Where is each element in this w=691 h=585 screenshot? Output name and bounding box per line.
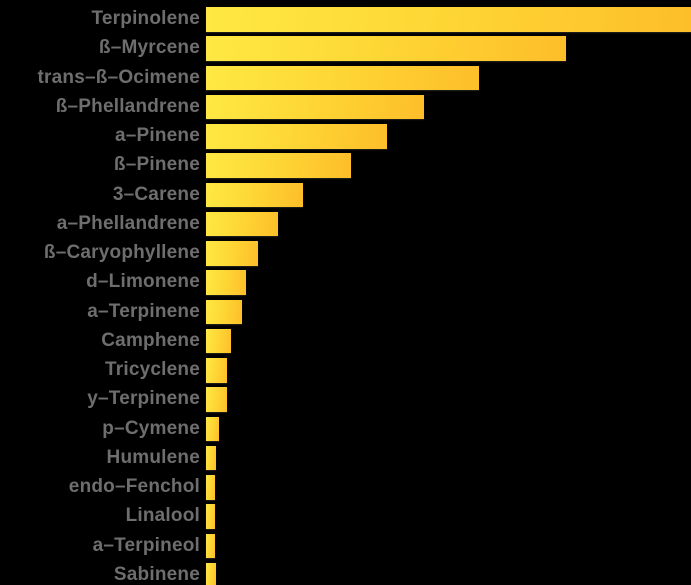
- bar-label: Camphene: [101, 329, 200, 351]
- bar: [206, 475, 215, 500]
- chart-row: d–Limonene: [0, 270, 691, 299]
- bar: [206, 270, 246, 295]
- chart-row: Camphene: [0, 328, 691, 358]
- chart-row: 3–Carene: [0, 182, 691, 212]
- chart-row: a–Pinene: [0, 124, 691, 153]
- chart-row: p–Cymene: [0, 416, 691, 446]
- bar-label: endo–Fenchol: [68, 476, 200, 497]
- bar-label: Linalool: [125, 505, 200, 527]
- chart-row: a–Terpinene: [0, 299, 691, 329]
- bar-label: y–Terpinene: [87, 388, 200, 410]
- chart-row: Tricyclene: [0, 358, 691, 387]
- bar-label: Humulene: [106, 446, 200, 468]
- bar-label: ß–Pinene: [113, 154, 200, 176]
- bar-label: a–Pinene: [114, 125, 200, 146]
- chart-row: ß–Myrcene: [0, 36, 691, 65]
- bar: [206, 65, 479, 90]
- bar: [206, 358, 227, 383]
- bar-label: a–Terpineol: [92, 534, 200, 556]
- bar: [206, 153, 351, 178]
- bar: [206, 94, 424, 120]
- bar-label: Tricyclene: [105, 359, 200, 380]
- bar: [206, 416, 219, 441]
- chart-row: ß–Phellandrene: [0, 94, 691, 124]
- bar-label: ß–Caryophyllene: [43, 242, 200, 263]
- bar: [206, 211, 278, 237]
- bar-label: Sabinene: [113, 563, 200, 585]
- bar: [206, 445, 216, 471]
- bar-label: Terpinolene: [91, 8, 200, 29]
- bar: [206, 562, 216, 585]
- chart-row: endo–Fenchol: [0, 475, 691, 504]
- bar-label: d–Limonene: [86, 271, 200, 293]
- chart-row: a–Terpineol: [0, 533, 691, 563]
- chart-row: Linalool: [0, 504, 691, 533]
- chart-row: ß–Caryophyllene: [0, 241, 691, 270]
- chart-row: y–Terpinene: [0, 387, 691, 416]
- bar: [206, 504, 215, 529]
- bar: [206, 533, 215, 558]
- bar-label: ß–Phellandrene: [55, 95, 200, 117]
- chart-row: Sabinene: [0, 562, 691, 585]
- chart-row: Terpinolene: [0, 7, 691, 36]
- bar: [206, 387, 227, 412]
- chart-rows: Terpinolene ß–Myrcene trans–ß–Ocimene ß–…: [0, 7, 691, 585]
- bar: [206, 182, 303, 207]
- chart-row: a–Phellandrene: [0, 211, 691, 241]
- bar: [206, 7, 691, 32]
- chart-row: Humulene: [0, 445, 691, 475]
- bar-label: 3–Carene: [112, 183, 200, 205]
- bar: [206, 36, 566, 61]
- bar-label: a–Terpinene: [87, 300, 200, 322]
- bar: [206, 328, 231, 354]
- bar: [206, 124, 387, 149]
- chart-row: ß–Pinene: [0, 153, 691, 182]
- bar: [206, 241, 258, 266]
- chart-row: trans–ß–Ocimene: [0, 65, 691, 95]
- bar-label: trans–ß–Ocimene: [37, 66, 200, 88]
- bar-label: ß–Myrcene: [98, 37, 200, 59]
- bar-label: p–Cymene: [102, 417, 200, 439]
- bar-label: a–Phellandrene: [56, 212, 200, 234]
- bar: [206, 299, 242, 324]
